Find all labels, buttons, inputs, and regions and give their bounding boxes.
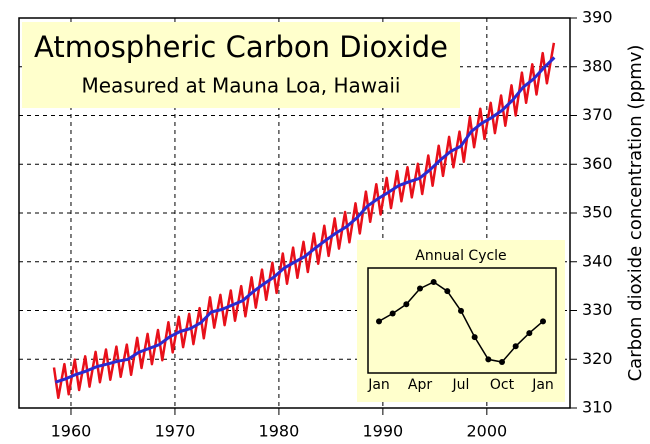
inset-x-label: Jan [367,377,390,393]
inset-x-label: Jan [531,377,554,393]
inset-point [526,330,533,337]
inset-point [444,288,451,295]
inset-frame [367,267,557,374]
inset-x-label: Oct [490,377,515,393]
series-line [52,42,556,400]
inset-point [471,334,478,341]
y-axis-label: Carbon dioxide concentration (ppmv) [625,45,646,382]
chart-title: Atmospheric Carbon Dioxide [34,30,448,64]
y-tick-label: 360 [582,154,613,173]
title-box [22,22,460,108]
inset-point [389,310,396,317]
plot-frame [18,17,571,409]
inset-x-label: Apr [408,377,432,393]
y-tick-label: 340 [582,251,613,270]
y-tick-label: 390 [582,8,613,27]
inset-point [458,307,464,314]
inset-point [376,318,382,325]
x-tick-label: 1990 [363,422,404,441]
x-tick-label: 1980 [259,422,300,441]
y-tick-label: 330 [582,300,613,319]
inset-point [540,318,546,325]
y-tick-label: 380 [582,56,613,75]
y-tick-label: 320 [582,349,613,368]
x-tick-label: 2000 [466,422,507,441]
inset-point [430,279,437,285]
inset-point [417,285,423,292]
inset-point [485,356,492,363]
series-line [54,56,556,384]
inset-background [357,240,565,402]
y-tick-label: 370 [582,105,613,124]
inset-point [512,343,519,350]
x-tick-label: 1960 [51,422,92,441]
chart-subtitle: Measured at Mauna Loa, Hawaii [81,74,400,98]
inset-x-label: Jul [452,377,470,393]
inset-point [403,301,410,308]
y-tick-label: 310 [582,398,613,417]
inset-point [499,359,505,365]
x-tick-label: 1970 [155,422,196,441]
inset-title: Annual Cycle [415,248,506,264]
y-tick-label: 350 [582,203,613,222]
